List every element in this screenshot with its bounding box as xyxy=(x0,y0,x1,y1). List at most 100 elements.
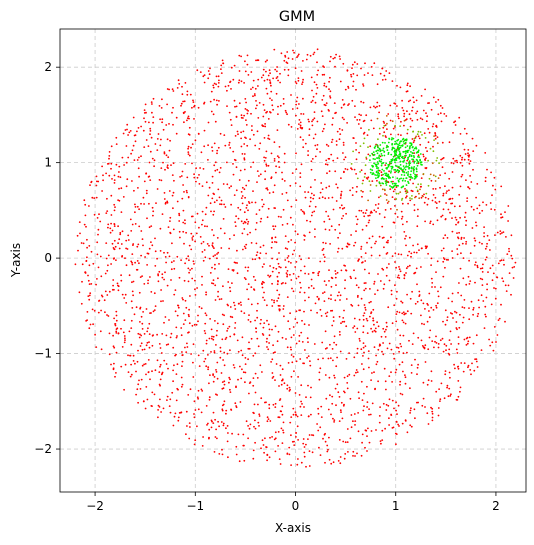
scatter-point xyxy=(481,209,484,212)
scatter-point xyxy=(180,334,183,337)
scatter-point xyxy=(227,456,229,459)
scatter-point xyxy=(143,180,146,183)
scatter-point xyxy=(372,127,375,130)
scatter-point xyxy=(186,191,188,194)
scatter-point xyxy=(373,371,375,374)
scatter-point xyxy=(413,139,416,142)
scatter-point xyxy=(423,201,426,204)
scatter-point xyxy=(417,155,419,158)
scatter-point xyxy=(380,164,383,167)
scatter-point xyxy=(130,327,133,329)
scatter-point xyxy=(486,168,488,171)
scatter-point xyxy=(405,272,407,274)
scatter-point xyxy=(193,176,196,179)
scatter-point xyxy=(427,198,430,200)
scatter-point xyxy=(235,105,238,108)
scatter-point xyxy=(266,304,268,307)
scatter-point xyxy=(213,350,216,352)
scatter-point xyxy=(280,282,283,285)
scatter-point xyxy=(473,244,476,247)
scatter-point xyxy=(475,358,478,360)
scatter-point xyxy=(246,63,249,66)
scatter-point xyxy=(458,205,461,208)
scatter-point xyxy=(349,397,352,400)
scatter-point xyxy=(148,341,150,343)
scatter-point xyxy=(404,168,407,171)
scatter-point xyxy=(321,196,324,199)
scatter-point xyxy=(286,452,289,455)
scatter-point xyxy=(442,194,445,197)
scatter-point xyxy=(113,182,116,184)
scatter-point xyxy=(435,390,438,393)
scatter-point xyxy=(382,236,385,239)
scatter-point xyxy=(366,319,369,322)
scatter-point xyxy=(489,249,491,251)
scatter-point xyxy=(234,225,237,228)
scatter-point xyxy=(235,189,238,192)
scatter-point xyxy=(469,175,471,177)
scatter-point xyxy=(91,308,94,311)
scatter-point xyxy=(181,297,184,299)
scatter-point xyxy=(331,348,334,350)
scatter-point xyxy=(457,291,459,294)
scatter-point xyxy=(307,296,310,299)
scatter-point xyxy=(269,72,271,75)
scatter-point xyxy=(196,287,199,289)
scatter-point xyxy=(418,290,421,293)
scatter-point xyxy=(295,360,298,363)
scatter-point xyxy=(220,199,223,202)
scatter-point xyxy=(382,182,385,185)
scatter-point xyxy=(151,111,153,114)
scatter-point xyxy=(340,193,342,196)
scatter-point xyxy=(411,343,414,345)
scatter-point xyxy=(95,283,97,286)
scatter-point xyxy=(391,147,394,150)
scatter-point xyxy=(215,83,218,86)
scatter-point xyxy=(389,177,392,179)
scatter-point xyxy=(310,160,313,163)
scatter-point xyxy=(297,439,299,441)
scatter-point xyxy=(350,303,353,306)
scatter-point xyxy=(432,96,435,99)
scatter-point xyxy=(260,318,262,321)
scatter-point xyxy=(266,337,268,340)
scatter-point xyxy=(195,232,198,235)
y-axis-label: Y-axis xyxy=(9,243,23,278)
scatter-point xyxy=(433,139,435,142)
scatter-point xyxy=(449,395,452,397)
scatter-point xyxy=(462,277,465,280)
scatter-point xyxy=(363,119,366,122)
scatter-point xyxy=(190,215,193,218)
scatter-point xyxy=(188,322,191,325)
scatter-point xyxy=(379,184,382,187)
scatter-point xyxy=(427,348,430,351)
scatter-point xyxy=(289,216,292,219)
scatter-point xyxy=(262,115,265,118)
scatter-point xyxy=(290,375,293,378)
scatter-point xyxy=(326,163,329,166)
scatter-point xyxy=(345,245,348,248)
scatter-point xyxy=(423,347,426,350)
scatter-point xyxy=(250,71,253,73)
scatter-point xyxy=(198,174,200,176)
scatter-point xyxy=(399,146,402,149)
scatter-point xyxy=(301,403,303,405)
scatter-point xyxy=(257,78,260,81)
scatter-point xyxy=(425,167,428,169)
scatter-point xyxy=(404,237,406,240)
scatter-point xyxy=(364,252,367,255)
scatter-point xyxy=(343,264,345,267)
scatter-point xyxy=(162,300,164,302)
scatter-point xyxy=(127,371,130,373)
scatter-point xyxy=(115,332,118,334)
scatter-point xyxy=(106,163,109,165)
scatter-point xyxy=(140,342,143,345)
scatter-point xyxy=(396,84,398,87)
scatter-point xyxy=(143,203,146,205)
scatter-point xyxy=(99,330,102,333)
scatter-point xyxy=(185,231,188,234)
scatter-point xyxy=(176,255,179,258)
scatter-point xyxy=(172,380,175,383)
scatter-point xyxy=(395,154,398,157)
scatter-point xyxy=(379,440,382,442)
